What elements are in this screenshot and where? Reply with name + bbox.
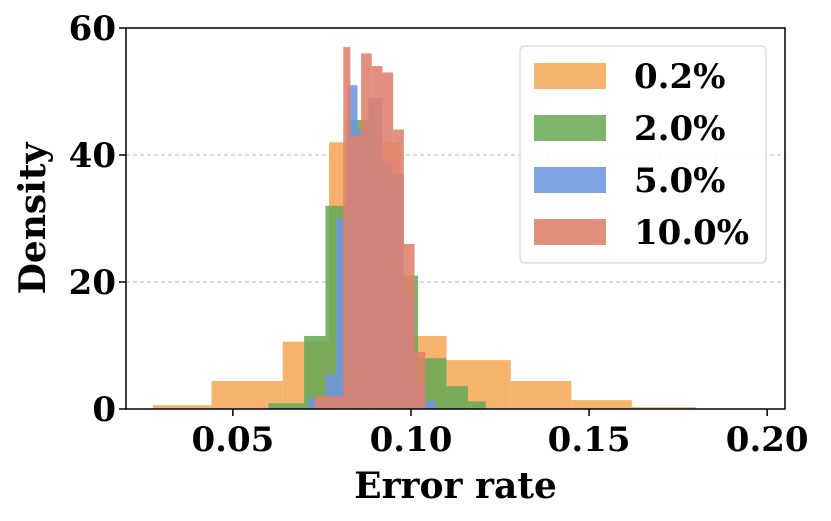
- histogram-bar: [393, 129, 404, 409]
- legend-item: 10.0%: [534, 213, 749, 253]
- y-tick-label: 40: [69, 136, 116, 176]
- histogram-bar: [382, 72, 394, 409]
- histogram-bar: [304, 335, 326, 409]
- histogram-bar: [425, 400, 436, 409]
- histogram-bars: [152, 47, 696, 410]
- histogram-bar: [467, 401, 486, 409]
- x-axis-title: Error rate: [354, 465, 557, 507]
- legend-label: 2.0%: [634, 109, 725, 149]
- histogram-bar: [325, 374, 337, 409]
- histogram-bar: [571, 400, 632, 409]
- histogram-bar: [631, 407, 696, 409]
- histogram-bar: [343, 47, 351, 410]
- y-axis-title: Density: [12, 142, 54, 295]
- legend-swatch: [534, 167, 606, 193]
- y-tick-label: 60: [69, 9, 116, 49]
- legend-label: 0.2%: [634, 57, 725, 97]
- histogram-bar: [350, 135, 362, 409]
- legend: 0.2% 2.0% 5.0% 10.0%: [519, 45, 767, 264]
- legend-label: 10.0%: [634, 213, 749, 253]
- legend-swatch: [534, 63, 606, 89]
- legend-swatch: [534, 115, 606, 141]
- y-tick-label: 20: [69, 263, 116, 303]
- legend-swatch: [534, 219, 606, 245]
- x-tick-label: 0.10: [370, 420, 453, 460]
- histogram-bar: [371, 66, 383, 409]
- legend-label: 5.0%: [634, 161, 725, 201]
- histogram-bar: [152, 405, 212, 409]
- histogram-bar: [403, 243, 415, 409]
- histogram-bar: [414, 351, 426, 409]
- y-tick-label: 0: [92, 390, 116, 430]
- legend-item: 2.0%: [534, 109, 725, 149]
- histogram-bar: [361, 53, 372, 410]
- legend-item: 0.2%: [534, 57, 725, 97]
- legend-frame: [519, 45, 767, 264]
- x-tick-label: 0.15: [548, 420, 631, 460]
- histogram-bar: [268, 403, 305, 409]
- series-3: [314, 47, 426, 410]
- histogram-bar: [314, 396, 344, 409]
- histogram-bar: [336, 218, 347, 409]
- histogram-bar: [446, 386, 468, 409]
- x-tick-label: 0.05: [191, 420, 274, 460]
- x-tick-label: 0.20: [726, 420, 809, 460]
- plot-frame: [125, 27, 786, 410]
- legend-item: 5.0%: [534, 161, 725, 201]
- histogram-bar: [510, 381, 572, 409]
- axis-ticks: 0.05 0.10 0.15 0.20 0 20 40 60: [69, 9, 809, 460]
